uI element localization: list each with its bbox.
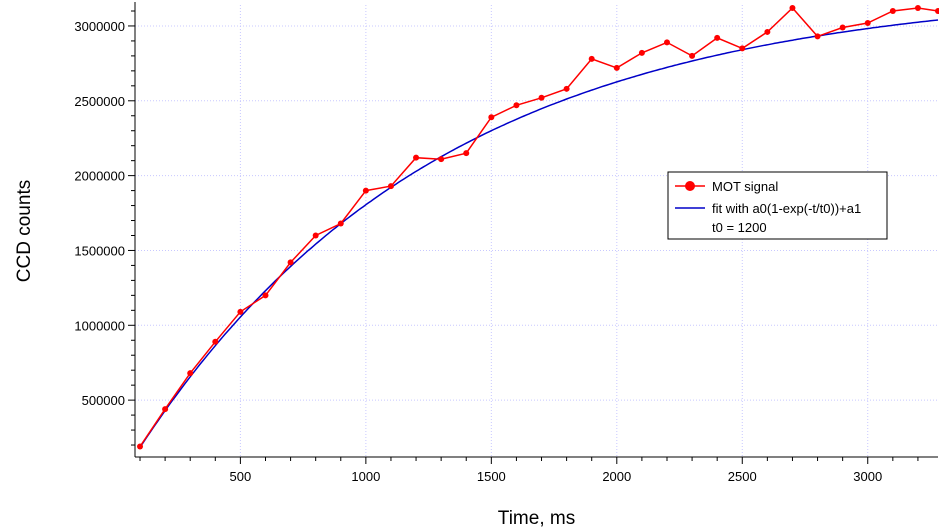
y-tick-label: 2000000 — [74, 169, 125, 184]
ticks: 500 1000 1500 2000 2500 3000 500000 1000000 1500… — [74, 10, 919, 484]
fit-curve — [139, 19, 939, 448]
mot-signal-point — [513, 102, 520, 109]
legend-annotation-t0: t0 = 1200 — [712, 220, 767, 235]
mot-signal-point — [237, 308, 244, 315]
mot-signal-point — [613, 64, 620, 71]
mot-signal-point — [262, 292, 269, 299]
data-layer — [137, 4, 939, 450]
y-axis-title: CCD counts — [14, 180, 35, 282]
mot-signal-point — [914, 4, 921, 11]
fit-layer — [139, 19, 939, 448]
x-tick-label: 3000 — [853, 469, 882, 484]
mot-signal-point — [337, 220, 344, 227]
mot-signal-point — [488, 114, 495, 121]
mot-signal-point — [935, 7, 939, 14]
mot-signal-point — [538, 94, 545, 101]
y-tick-label: 2500000 — [74, 94, 125, 109]
y-tick-label: 500000 — [82, 393, 125, 408]
y-tick-label: 1000000 — [74, 318, 125, 333]
mot-signal-point — [438, 156, 445, 163]
x-axis-title: Time, ms — [498, 508, 575, 529]
axes — [134, 2, 938, 458]
mot-signal-point — [563, 85, 570, 92]
mot-signal-point — [663, 39, 670, 46]
mot-signal-point — [463, 150, 470, 157]
mot-signal-point — [413, 154, 420, 161]
mot-signal-point — [287, 259, 294, 266]
mot-signal-point — [212, 338, 219, 345]
mot-signal-point — [739, 45, 746, 52]
mot-signal-point — [839, 24, 846, 31]
mot-signal-point — [689, 52, 696, 59]
y-tick-label: 3000000 — [74, 19, 125, 34]
x-tick-label: 1500 — [477, 469, 506, 484]
x-tick-label: 1000 — [351, 469, 380, 484]
y-tick-label: 1500000 — [74, 243, 125, 258]
mot-signal-point — [714, 34, 721, 41]
mot-signal-point — [789, 4, 796, 11]
mot-signal-point — [162, 406, 169, 413]
legend: MOT signal fit with a0(1-exp(-t/t0))+a1 … — [667, 171, 888, 240]
mot-signal-point — [864, 19, 871, 26]
x-tick-label: 2500 — [728, 469, 757, 484]
mot-signal-point — [362, 187, 369, 194]
mot-signal-point — [588, 55, 595, 62]
legend-data-swatch-marker — [685, 181, 695, 191]
mot-signal-point — [387, 183, 394, 190]
x-tick-label: 500 — [230, 469, 252, 484]
mot-signal-point — [638, 49, 645, 56]
legend-entry-fit: fit with a0(1-exp(-t/t0))+a1 — [712, 201, 861, 216]
x-tick-label: 2000 — [602, 469, 631, 484]
mot-signal-point — [137, 443, 144, 450]
legend-box — [667, 171, 888, 240]
mot-signal-point — [187, 370, 194, 377]
mot-signal-point — [764, 28, 771, 35]
legend-entry-mot-signal: MOT signal — [712, 179, 778, 194]
mot-signal-point — [312, 232, 319, 239]
mot-signal-point — [889, 7, 896, 14]
mot-signal-point — [814, 33, 821, 40]
